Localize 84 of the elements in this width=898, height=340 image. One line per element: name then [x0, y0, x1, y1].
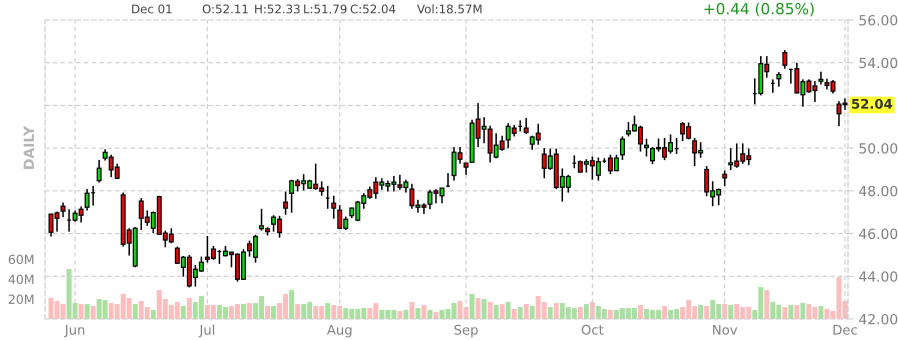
bar: [494, 305, 499, 319]
candlestick: [818, 70, 824, 86]
bar: [554, 303, 559, 319]
bar: [524, 304, 529, 319]
bar: [180, 306, 186, 319]
x-tick-label: Oct: [582, 324, 604, 335]
text: L:51.79: [304, 4, 347, 14]
candlestick: [283, 190, 288, 216]
x-tick-label: Aug: [326, 324, 352, 338]
y-tick-label: 48.00: [859, 186, 898, 196]
bar: [247, 303, 252, 319]
text: Dec 01: [132, 4, 172, 14]
bar: [704, 306, 710, 319]
bar: [800, 303, 806, 319]
y2-tick-label: 60M: [8, 254, 34, 264]
bar: [78, 304, 84, 319]
bar: [271, 306, 276, 319]
bar: [289, 290, 294, 319]
bar: [186, 298, 192, 319]
x-tick-label: Dec: [834, 324, 857, 335]
bar: [698, 305, 704, 319]
candlestick: [96, 159, 102, 184]
y2-tick-label: 20M: [8, 294, 34, 304]
candlestick: [60, 202, 66, 218]
text: DAILY: [24, 126, 34, 169]
bar: [434, 312, 438, 319]
candlestick: [782, 49, 788, 70]
text: C:52.04: [350, 4, 396, 14]
bar: [325, 303, 330, 319]
bar: [295, 304, 300, 319]
candlestick: [524, 117, 529, 135]
y-tick-label: 46.00: [859, 228, 898, 240]
bar: [470, 294, 475, 319]
text: 52.04: [852, 98, 892, 109]
bar: [482, 299, 487, 319]
candlestick: [722, 170, 728, 187]
bar: [530, 306, 535, 319]
x-tick-label: Jun: [64, 324, 84, 338]
candlestick: [644, 138, 649, 158]
bar: [584, 304, 589, 319]
bar: [638, 305, 643, 319]
candlestick: [776, 71, 782, 88]
text: O:52.11: [202, 4, 248, 14]
y-tick-label: 42.00: [859, 314, 898, 324]
bar: [415, 308, 420, 319]
x-tick-label: Sep: [454, 324, 478, 338]
candlestick: [84, 188, 90, 212]
x-tick-label: Jul: [198, 324, 214, 338]
candlestick: [331, 195, 336, 220]
bar: [764, 290, 770, 319]
y-tick-label: 44.00: [859, 271, 898, 282]
bar: [397, 311, 402, 319]
bar: [782, 307, 788, 319]
bar: [788, 305, 794, 319]
bar: [421, 305, 426, 319]
bar: [608, 310, 613, 319]
y2-tick-label: 40M: [8, 274, 34, 284]
text: H:52.33: [255, 4, 300, 14]
bar: [265, 306, 270, 319]
text: +0.44 (0.85%): [704, 2, 814, 16]
bar: [578, 307, 583, 319]
y-tick-label: 54.00: [859, 58, 898, 68]
bar: [241, 304, 246, 319]
y-tick-label: 56.00: [859, 14, 898, 26]
bar: [84, 304, 90, 319]
bar: [427, 310, 432, 319]
bar: [512, 309, 517, 319]
candlestick: [620, 136, 625, 161]
bar: [403, 310, 408, 319]
bar: [409, 302, 414, 319]
bar: [476, 298, 481, 319]
bar: [132, 304, 138, 319]
bar: [500, 304, 505, 319]
bar: [518, 307, 523, 319]
bar: [794, 305, 800, 319]
y-tick-label: 50.00: [859, 143, 898, 154]
bar: [662, 306, 668, 319]
bar: [728, 305, 734, 319]
bar: [90, 306, 96, 319]
bar: [818, 306, 824, 319]
bar: [506, 302, 511, 319]
x-tick-label: Nov: [713, 324, 738, 335]
bar: [488, 302, 493, 319]
text: Vol:18.57M: [417, 4, 482, 14]
